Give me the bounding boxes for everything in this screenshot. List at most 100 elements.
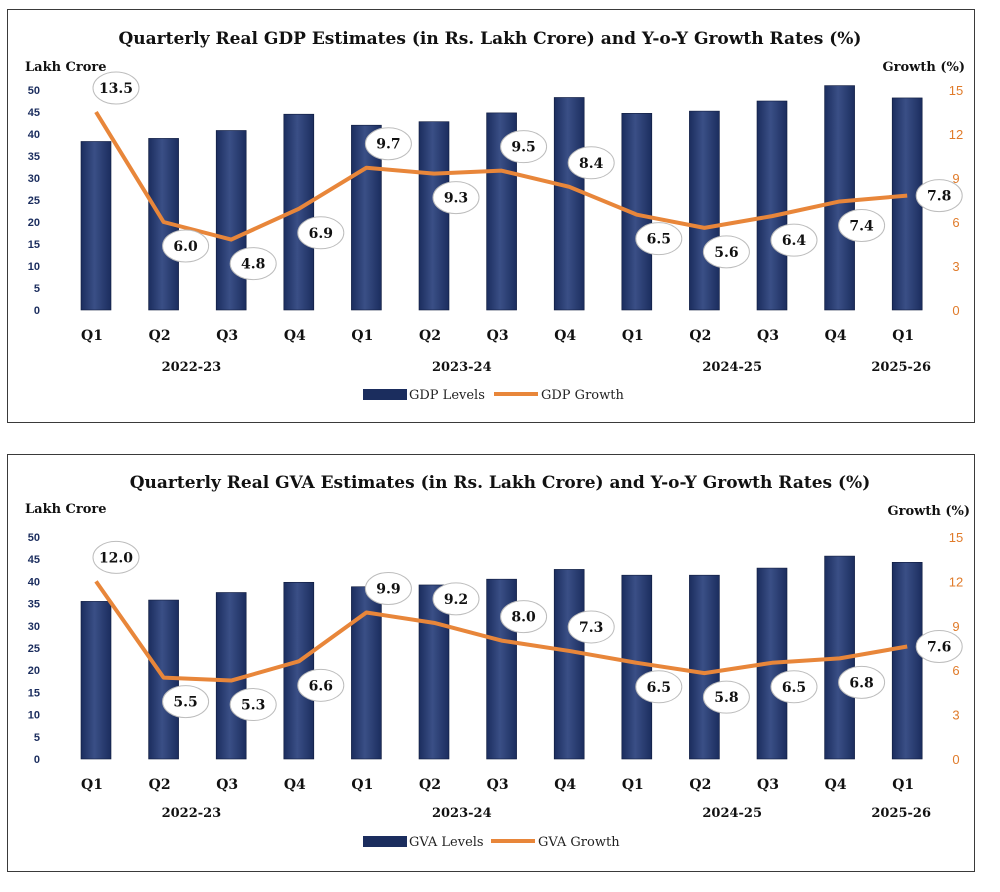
left-axis-caption: Lakh Crore [25, 60, 107, 75]
growth-data-label: 6.9 [297, 216, 345, 250]
right-tick-labels: 0 3 6 9 12 15 [949, 530, 963, 767]
legend-bar-swatch [363, 836, 407, 847]
left-tick-label: 30 [28, 621, 40, 633]
growth-data-label: 8.4 [567, 146, 615, 180]
year-label: 2025-26 [871, 360, 931, 375]
left-tick-labels: 0 5 10 15 20 25 30 35 40 45 50 [28, 85, 40, 317]
right-tick-label: 0 [952, 303, 959, 318]
right-tick-label: 3 [952, 708, 959, 723]
left-tick-label: 20 [28, 665, 40, 677]
year-labels: 2022-23 2023-24 2024-25 2025-26 [162, 806, 931, 821]
category-label: Q4 [825, 777, 847, 793]
left-tick-labels: 0 5 10 15 20 25 30 35 40 45 50 [28, 532, 40, 766]
bar [80, 601, 112, 760]
growth-data-label: 5.6 [702, 235, 750, 269]
bar [689, 110, 720, 311]
growth-data-label: 9.3 [432, 181, 480, 215]
growth-data-label: 7.8 [915, 179, 963, 213]
data-label-text: 5.3 [241, 698, 265, 714]
left-tick-label: 35 [28, 599, 40, 611]
bar [283, 581, 315, 760]
data-label-bubble [567, 146, 615, 180]
year-label: 2022-23 [162, 360, 222, 375]
category-label: Q1 [892, 328, 914, 344]
bar [891, 562, 923, 760]
data-label-text: 6.8 [849, 675, 873, 691]
left-tick-label: 35 [28, 151, 40, 163]
category-label: Q1 [351, 777, 373, 793]
growth-data-label: 9.7 [364, 127, 412, 161]
category-label: Q4 [554, 328, 576, 344]
growth-data-label: 6.5 [635, 222, 683, 256]
left-tick-label: 10 [28, 261, 40, 273]
left-tick-label: 25 [28, 195, 40, 207]
data-label-text: 6.9 [309, 226, 333, 242]
growth-data-label: 9.5 [500, 130, 548, 164]
category-label: Q3 [757, 328, 779, 344]
category-label: Q2 [419, 777, 441, 793]
left-tick-label: 50 [28, 532, 40, 544]
data-label-text: 12.0 [99, 550, 133, 566]
category-label: Q1 [351, 328, 373, 344]
right-axis-caption: Growth (%) [888, 504, 970, 519]
data-label-bubble [915, 630, 963, 664]
growth-data-label: 6.8 [838, 665, 886, 699]
data-label-bubble [838, 665, 886, 699]
data-label-text: 6.6 [309, 678, 333, 694]
data-label-text: 8.0 [511, 610, 536, 626]
category-label: Q1 [892, 777, 914, 793]
category-label: Q4 [825, 328, 847, 344]
right-tick-label: 0 [952, 752, 959, 767]
growth-data-label: 6.5 [635, 670, 683, 704]
data-label-bubble [92, 71, 140, 105]
category-label: Q3 [216, 777, 238, 793]
data-label-bubble [635, 222, 683, 256]
growth-data-label: 9.9 [364, 571, 412, 605]
data-label-text: 7.3 [579, 620, 603, 636]
data-label-bubble [567, 610, 615, 644]
data-label-text: 5.6 [714, 245, 738, 261]
gdp-chart-panel: Quarterly Real GDP Estimates (in Rs. Lak… [7, 9, 975, 423]
growth-data-label: 5.5 [162, 685, 210, 719]
left-tick-label: 40 [28, 576, 40, 588]
bar [418, 584, 450, 760]
growth-data-label: 6.0 [162, 229, 210, 263]
growth-line [94, 110, 908, 242]
right-tick-label: 12 [949, 574, 963, 589]
growth-data-label: 6.5 [770, 670, 818, 704]
legend-line-label: GVA Growth [538, 835, 620, 850]
right-tick-label: 12 [949, 127, 963, 142]
growth-data-label: 6.4 [770, 223, 818, 257]
data-label-text: 6.4 [782, 233, 807, 249]
data-label-bubble [915, 179, 963, 213]
category-label: Q3 [216, 328, 238, 344]
data-label-bubble [162, 229, 210, 263]
data-label-bubble [229, 688, 277, 722]
growth-data-label: 7.4 [838, 208, 886, 242]
data-label-bubble [770, 223, 818, 257]
growth-data-label: 5.8 [702, 680, 750, 714]
legend: GVA Levels GVA Growth [363, 835, 620, 850]
bar [80, 141, 112, 311]
data-label-bubble [500, 600, 548, 634]
data-label-text: 6.5 [647, 680, 671, 696]
category-label: Q3 [757, 777, 779, 793]
growth-data-label: 8.0 [500, 600, 548, 634]
category-label: Q2 [689, 777, 711, 793]
category-label: Q2 [149, 777, 171, 793]
legend-bar-swatch [363, 389, 407, 400]
growth-data-labels: 13.5 6.0 4.8 6.9 9.7 9.3 9.5 8.4 6.5 5.6 6.4 7.4 7.8 [92, 71, 963, 281]
growth-line [94, 580, 908, 683]
bar [553, 569, 585, 760]
gdp-chart: Quarterly Real GDP Estimates (in Rs. Lak… [25, 29, 965, 403]
right-tick-label: 3 [952, 259, 959, 274]
growth-data-label: 9.2 [432, 582, 480, 616]
data-label-bubble [838, 208, 886, 242]
left-tick-label: 5 [34, 732, 40, 744]
right-tick-label: 9 [952, 171, 959, 186]
right-tick-labels: 0 3 6 9 12 15 [949, 83, 963, 318]
growth-data-label: 12.0 [92, 540, 140, 574]
left-tick-label: 15 [28, 687, 40, 699]
data-label-text: 6.0 [173, 239, 198, 255]
left-tick-label: 50 [28, 85, 40, 97]
